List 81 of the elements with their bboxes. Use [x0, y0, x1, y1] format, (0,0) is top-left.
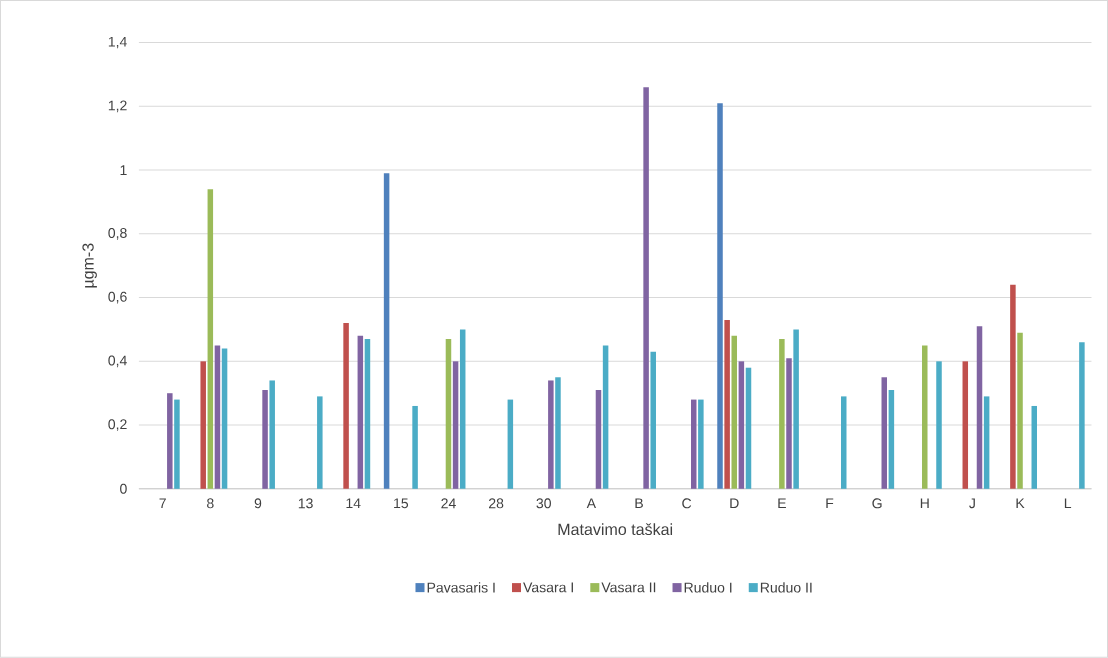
bar: [383, 173, 390, 489]
x-tick-label: C: [682, 498, 692, 509]
x-tick-label: 9: [254, 498, 262, 509]
bar: [452, 361, 459, 489]
x-tick-label: G: [872, 498, 882, 509]
bar: [174, 399, 180, 489]
bar: [745, 367, 752, 489]
legend-label: Ruduo I: [684, 582, 732, 593]
y-tick-label: 1,4: [108, 36, 127, 49]
y-axis-title: µgm-3: [82, 243, 97, 288]
bar: [602, 345, 609, 489]
y-tick-label: 0: [120, 483, 127, 494]
bar: [698, 399, 704, 489]
bar: [1031, 406, 1038, 489]
x-axis-title: Matavimo taškai: [558, 523, 673, 536]
bar: [1079, 342, 1085, 489]
bar: [555, 377, 561, 489]
bar: [793, 329, 799, 489]
x-tick-label: L: [1064, 498, 1072, 509]
bar: [595, 390, 602, 489]
x-tick-label: 15: [394, 498, 409, 509]
legend-label: Vasara II: [601, 582, 656, 593]
bar: [840, 396, 847, 489]
bar: [507, 399, 514, 489]
bar: [364, 339, 371, 489]
y-tick-label: 0,8: [108, 228, 127, 240]
bar: [200, 361, 206, 489]
x-tick-label: J: [969, 498, 975, 509]
x-tick-label: E: [778, 498, 786, 509]
legend-label: Vasara I: [523, 582, 573, 593]
legend-label: Ruduo II: [760, 582, 812, 593]
bar: [724, 320, 730, 489]
bar: [459, 329, 466, 489]
bar: [445, 339, 452, 489]
x-tick-label: 7: [159, 498, 166, 509]
bar: [167, 393, 173, 489]
x-tick-label: D: [730, 498, 739, 509]
bar: [207, 189, 214, 489]
bar: [690, 399, 697, 489]
bar: [779, 339, 785, 489]
x-tick-label: H: [920, 498, 929, 509]
bar: [922, 345, 928, 489]
bar: [786, 358, 792, 489]
bar: [738, 361, 745, 489]
bar: [1017, 332, 1023, 489]
x-tick-label: 8: [207, 498, 214, 509]
bar: [1010, 284, 1016, 489]
x-tick-label: 30: [536, 498, 551, 509]
bar: [962, 361, 969, 489]
bar: [976, 326, 983, 489]
x-tick-label: K: [1016, 498, 1025, 509]
bar: [548, 380, 554, 489]
bar: [269, 380, 275, 489]
bar: [717, 103, 723, 489]
x-tick-label: 13: [298, 498, 313, 509]
bar: [983, 396, 990, 489]
bar: [650, 351, 656, 489]
bar: [357, 335, 364, 489]
x-tick-label: F: [826, 498, 834, 509]
bar: [936, 361, 942, 489]
x-tick-label: 28: [489, 498, 504, 509]
y-tick-label: 0,6: [108, 291, 127, 304]
bar: [317, 396, 323, 489]
bar: [262, 390, 268, 489]
bar: [731, 335, 737, 489]
x-tick-label: 14: [346, 498, 361, 509]
x-tick-label: A: [586, 498, 597, 509]
y-tick-label: 0,4: [108, 355, 127, 368]
y-tick-label: 1,2: [108, 100, 127, 113]
y-tick-label: 0,2: [108, 419, 127, 431]
bar: [643, 87, 649, 489]
y-tick-label: 1: [120, 165, 127, 176]
bar: [221, 348, 228, 489]
legend-label: Pavasaris I: [427, 582, 495, 593]
x-tick-label: 24: [441, 498, 456, 509]
x-tick-label: B: [635, 498, 643, 509]
bar: [214, 345, 221, 489]
bar: [888, 390, 895, 489]
bar: [881, 377, 888, 489]
bar: [343, 323, 349, 489]
bar: [412, 406, 418, 489]
